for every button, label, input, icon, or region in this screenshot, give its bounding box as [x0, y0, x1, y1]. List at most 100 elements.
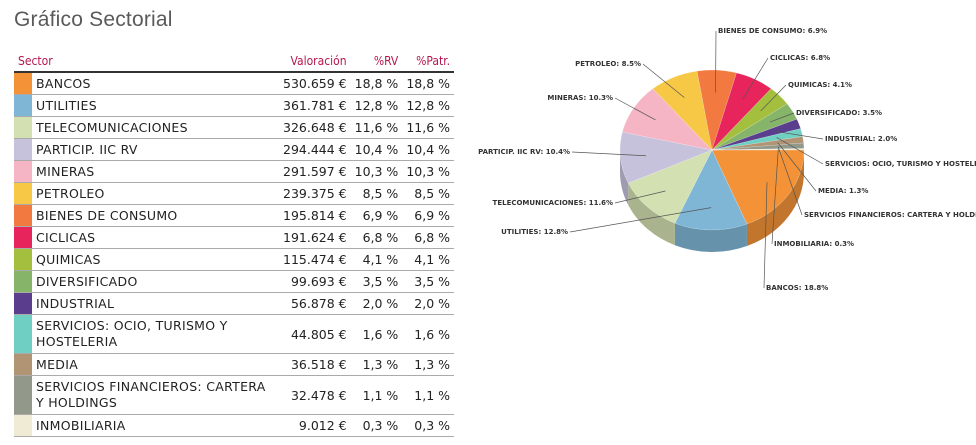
color-swatch	[14, 160, 32, 183]
pie-slice-2	[627, 149, 713, 224]
pie-slice-0	[711, 149, 805, 225]
header-patr: %Patr.	[402, 52, 454, 73]
valoracion-cell: 195.814 €	[279, 204, 351, 227]
color-swatch	[14, 116, 32, 139]
valoracion-cell: 99.693 €	[279, 270, 351, 293]
sector-name: MEDIA	[32, 353, 279, 376]
color-swatch	[14, 204, 32, 227]
valoracion-cell: 44.805 €	[279, 314, 351, 354]
pie-slice-6	[696, 69, 737, 151]
patr-cell: 11,6 %	[402, 116, 454, 139]
leader-line-7	[742, 57, 769, 100]
table-row: PARTICIP. IIC RV 294.444 €10,4 % 10,4 %	[14, 138, 454, 161]
page-title: Gráfico Sectorial	[14, 8, 173, 31]
leader-line-14	[771, 149, 779, 245]
leader-line-13	[777, 146, 803, 216]
rv-cell: 10,4 %	[350, 138, 403, 161]
pie-label-4: MINERAS: 10.3%	[547, 94, 613, 102]
pie-side-3	[620, 150, 629, 206]
pie-side-0	[746, 150, 804, 247]
pie-slice-14	[711, 148, 805, 151]
pie-label-1: UTILITIES: 12.8%	[501, 228, 568, 236]
patr-cell: 1,1 %	[402, 375, 454, 415]
patr-cell: 12,8 %	[402, 94, 454, 117]
pie-slice-1	[674, 149, 748, 231]
leader-line-2	[614, 190, 666, 204]
valoracion-cell: 32.478 €	[279, 375, 351, 415]
pie-slice-13	[711, 142, 805, 151]
valoracion-cell: 115.474 €	[279, 248, 351, 271]
pie-label-5: PETROLEO: 8.5%	[575, 60, 641, 68]
rv-cell: 6,9 %	[350, 204, 403, 227]
table-row: PETROLEO 239.375 €8,5 % 8,5 %	[14, 182, 454, 205]
sector-name: INMOBILIARIA	[32, 414, 279, 437]
table-row: QUIMICAS 115.474 €4,1 % 4,1 %	[14, 248, 454, 271]
color-swatch	[14, 353, 32, 376]
pie-label-2: TELECOMUNICACIONES: 11.6%	[493, 199, 613, 207]
pie-label-14: INMOBILIARIA: 0.3%	[774, 240, 854, 248]
sector-name: CICLICAS	[32, 226, 279, 249]
pie-slice-9	[711, 103, 798, 151]
pie-side-2	[628, 183, 675, 246]
sector-name: PARTICIP. IIC RV	[32, 138, 279, 161]
header-sector: Sector	[14, 52, 279, 73]
color-swatch	[14, 248, 32, 271]
sector-name: DIVERSIFICADO	[32, 270, 279, 293]
sector-name: SERVICIOS FINANCIEROS: CARTERA Y HOLDING…	[32, 375, 279, 415]
leader-line-0	[763, 182, 768, 289]
patr-cell: 1,3 %	[402, 353, 454, 376]
pie-slice-8	[711, 88, 788, 151]
table-row: SERVICIOS: OCIO, TURISMO Y HOSTELERIA 44.…	[14, 314, 454, 354]
pie-label-7: CICLICAS: 6.8%	[770, 54, 830, 62]
patr-cell: 18,8 %	[402, 72, 454, 95]
pie-slice-10	[711, 118, 801, 151]
rv-cell: 18,8 %	[350, 72, 403, 95]
leader-line-5	[642, 63, 685, 98]
rv-cell: 6,8 %	[350, 226, 403, 249]
table-row: TELECOMUNICACIONES 326.648 €11,6 % 11,6 %	[14, 116, 454, 139]
valoracion-cell: 291.597 €	[279, 160, 351, 183]
rv-cell: 1,6 %	[350, 314, 403, 354]
color-swatch	[14, 375, 32, 415]
pie-label-10: INDUSTRIAL: 2.0%	[825, 135, 897, 143]
sector-name: SERVICIOS: OCIO, TURISMO Y HOSTELERIA	[32, 314, 279, 354]
table-row: MINERAS 291.597 €10,3 % 10,3 %	[14, 160, 454, 183]
pie-label-11: SERVICIOS: OCIO, TURISMO Y HOSTELERIA: 1…	[825, 160, 976, 168]
sector-name: PETROLEO	[32, 182, 279, 205]
valoracion-cell: 530.659 €	[279, 72, 351, 95]
table-row: DIVERSIFICADO 99.693 €3,5 % 3,5 %	[14, 270, 454, 293]
rv-cell: 10,3 %	[350, 160, 403, 183]
pie-side-1	[674, 223, 747, 253]
patr-cell: 6,9 %	[402, 204, 454, 227]
sector-name: INDUSTRIAL	[32, 292, 279, 315]
pie-label-3: PARTICIP. IIC RV: 10.4%	[478, 148, 570, 156]
header-rv: %RV	[350, 52, 403, 73]
rv-cell: 3,5 %	[350, 270, 403, 293]
rv-cell: 2,0 %	[350, 292, 403, 315]
patr-cell: 10,3 %	[402, 160, 454, 183]
sector-name: UTILITIES	[32, 94, 279, 117]
pie-label-0: BANCOS: 18.8%	[766, 284, 828, 292]
rv-cell: 11,6 %	[350, 116, 403, 139]
patr-cell: 3,5 %	[402, 270, 454, 293]
sector-table: Sector Valoración %RV %Patr. BANCOS 530.6…	[14, 52, 454, 437]
pie-slice-11	[711, 128, 803, 151]
color-swatch	[14, 94, 32, 117]
table-header-row: Sector Valoración %RV %Patr.	[14, 52, 454, 73]
patr-cell: 1,6 %	[402, 314, 454, 354]
patr-cell: 10,4 %	[402, 138, 454, 161]
pie-chart: BANCOS: 18.8% UTILITIES: 12.8% TELECOMUNIC…	[478, 27, 976, 292]
table-row: BANCOS 530.659 €18,8 % 18,8 %	[14, 72, 454, 95]
color-swatch	[14, 314, 32, 354]
sector-name: BIENES DE CONSUMO	[32, 204, 279, 227]
color-swatch	[14, 414, 32, 437]
leader-line-11	[776, 137, 824, 165]
rv-cell: 0,3 %	[350, 414, 403, 437]
pie-label-8: QUIMICAS: 4.1%	[788, 81, 852, 89]
color-swatch	[14, 182, 32, 205]
leader-line-8	[760, 84, 787, 112]
rv-cell: 4,1 %	[350, 248, 403, 271]
valoracion-cell: 56.878 €	[279, 292, 351, 315]
color-swatch	[14, 138, 32, 161]
valoracion-cell: 191.624 €	[279, 226, 351, 249]
